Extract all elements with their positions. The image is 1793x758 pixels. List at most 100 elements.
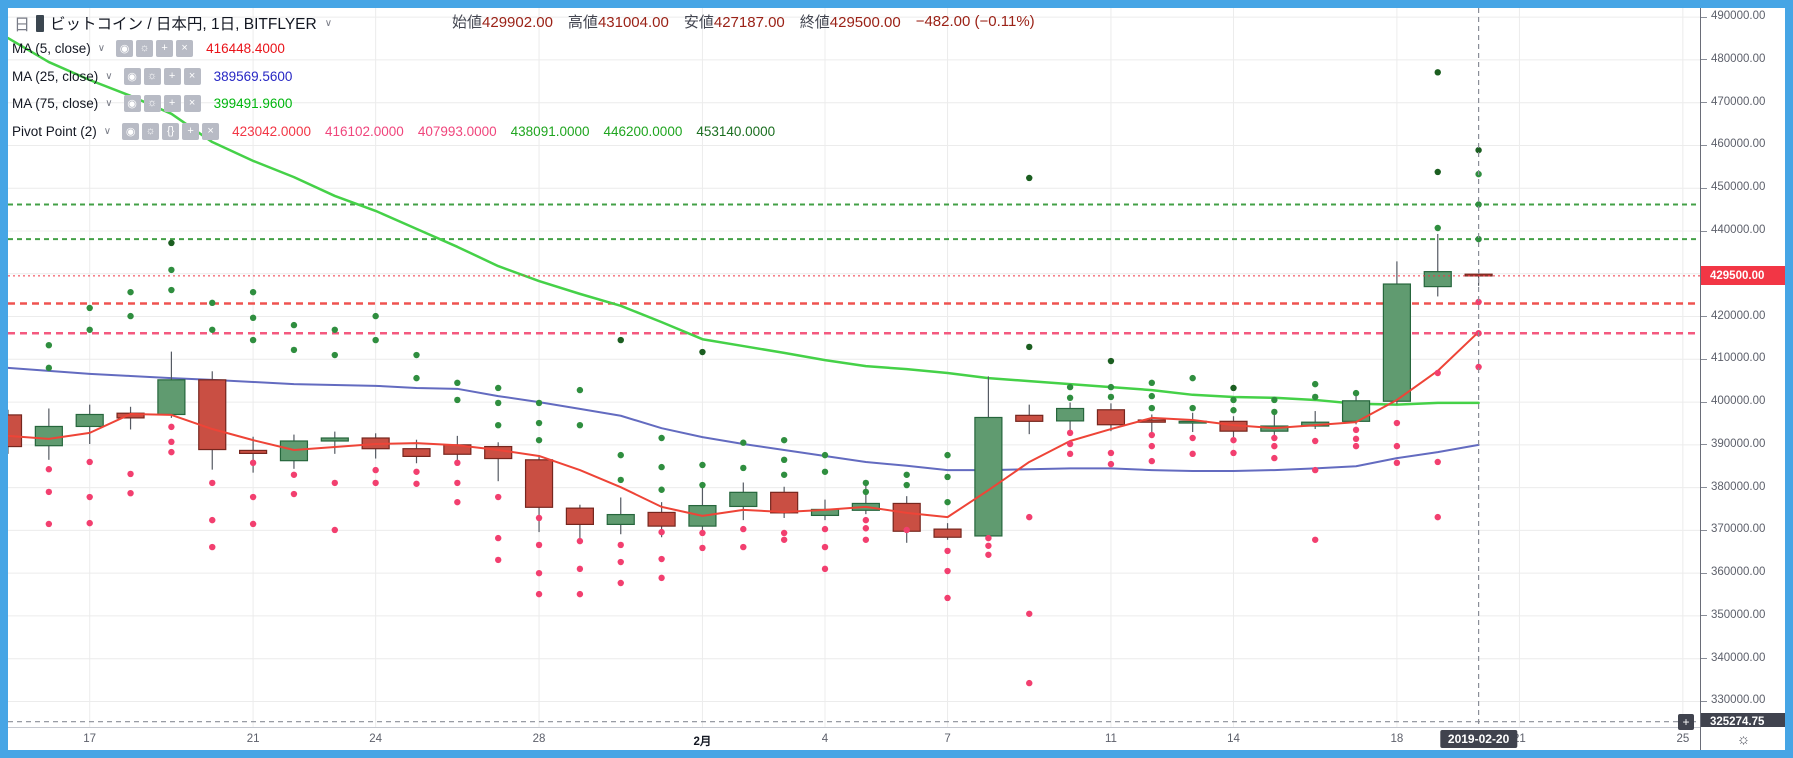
chevron-down-icon[interactable]: ∨	[103, 125, 112, 137]
price-axis[interactable]: 429500.00 325274.75 490000.00 480000.00 47…	[1700, 0, 1786, 751]
time-axis[interactable]: 2019-02-20 17 21 24 28 2月 4 7 11 14 18 21 25	[8, 727, 1700, 752]
eye-icon[interactable]: ◉	[123, 94, 141, 112]
candle-body	[770, 491, 799, 514]
indicator-name[interactable]: MA (25, close)	[12, 68, 99, 84]
plus-icon[interactable]: +	[156, 39, 174, 57]
indicator-buttons: ◉ ☼ + ×	[116, 39, 194, 57]
indicator-name[interactable]: MA (5, close)	[12, 40, 91, 56]
ma25-line	[8, 366, 1480, 472]
close-icon[interactable]: ×	[176, 39, 194, 57]
pivot-dot-green	[249, 336, 257, 344]
indicator-value: 446200.0000	[603, 123, 683, 139]
indicator-name[interactable]: Pivot Point (2)	[12, 123, 97, 139]
indicator-values: 389569.5600	[214, 69, 293, 84]
pivot-dot-pink	[1434, 513, 1441, 521]
pivot-dot-pink	[86, 493, 93, 501]
price-tick-mark	[1701, 444, 1707, 446]
pivot-dot-pink	[1475, 363, 1482, 371]
candle-body	[606, 513, 635, 526]
close-icon[interactable]: ×	[183, 67, 201, 85]
pivot-dot-pink	[290, 471, 298, 478]
price-axis-label: 340000.00	[1711, 651, 1766, 664]
price-axis-label: 370000.00	[1711, 523, 1766, 536]
candle-body	[157, 379, 186, 416]
pivot-dot-pink	[209, 516, 216, 524]
plus-icon[interactable]: +	[163, 94, 181, 112]
price-axis-label: 440000.00	[1711, 224, 1766, 236]
pivot-dot-green	[290, 321, 298, 329]
pivot-dot-pink	[209, 543, 216, 551]
pivot-dot-green	[1148, 404, 1156, 412]
pivot-dot-green	[821, 451, 829, 459]
pivot-dot-pink	[1312, 466, 1319, 474]
ohlc-values: 始値429902.00 高値431004.00 安値427187.00 終値42…	[452, 11, 1035, 32]
pivot-dot-pink	[1189, 450, 1196, 458]
pivot-dot-green	[740, 464, 747, 472]
pivot-dot-pink	[413, 480, 420, 487]
pivot-dot-green	[1271, 396, 1278, 404]
pivot-dot-green	[1148, 379, 1156, 387]
gear-icon[interactable]: ☼	[143, 67, 161, 85]
plus-icon[interactable]: +	[182, 122, 200, 140]
candle-body	[1423, 271, 1452, 288]
pivot-dot-dark_green	[699, 348, 706, 356]
indicator-buttons: ◉ ☼{} + ×	[122, 122, 220, 140]
gear-icon[interactable]: ☼	[136, 39, 154, 57]
pivot-dot-green	[576, 386, 584, 394]
symbol-title[interactable]: ビットコイン / 日本円, 1日, BITFLYER	[50, 16, 317, 33]
pivot-dot-green	[821, 468, 829, 475]
gear-icon[interactable]: ☼	[143, 94, 161, 112]
pivot-dot-pink	[45, 466, 53, 473]
chevron-down-icon[interactable]: ∨	[105, 97, 113, 109]
close-value: 終値429500.00	[799, 14, 901, 31]
close-icon[interactable]: ×	[183, 94, 201, 112]
chevron-down-icon[interactable]: ∨	[97, 42, 106, 54]
plus-icon[interactable]: +	[163, 67, 181, 85]
candlestick-chart[interactable]	[8, 0, 1700, 751]
pivot-dot-pink	[985, 551, 992, 558]
pivot-dot-green	[290, 346, 298, 354]
time-axis-label: 17	[83, 733, 97, 745]
pivot-dot-green	[535, 419, 543, 427]
eye-icon[interactable]: ◉	[123, 67, 141, 85]
pivot-dot-green	[903, 481, 910, 489]
pivot-dot-green	[658, 486, 665, 493]
pivot-dot-green	[372, 312, 379, 320]
pivot-dot-pink	[576, 590, 584, 598]
chevron-down-icon[interactable]: ∨	[324, 17, 333, 29]
candle-body	[729, 491, 758, 508]
pivot-dot-green	[209, 299, 216, 307]
pivot-dot-green	[1312, 393, 1319, 401]
change-value: −482.00 (−0.11%)	[915, 13, 1035, 30]
indicator-values: 399491.9600	[214, 96, 293, 111]
interval-day-glyph: 日	[14, 17, 31, 34]
close-icon[interactable]: ×	[202, 122, 220, 140]
axis-settings-gear-icon[interactable]: ☼	[1700, 727, 1786, 751]
chevron-down-icon[interactable]: ∨	[105, 70, 113, 82]
pivot-dot-green	[780, 471, 788, 478]
price-tick-mark	[1701, 230, 1707, 232]
pivot-dot-green	[1475, 201, 1482, 208]
add-order-plus-icon[interactable]: +	[1678, 713, 1694, 730]
braces-icon[interactable]: {}	[162, 122, 180, 140]
pivot-dot-pink	[1230, 449, 1237, 457]
pivot-dot-dark_green	[1434, 168, 1441, 176]
pivot-dot-pink	[740, 525, 747, 533]
indicator-value: 416102.0000	[324, 123, 404, 139]
window-border-left	[0, 0, 8, 758]
eye-icon[interactable]: ◉	[122, 122, 140, 140]
pivot-dot-dark_green	[1230, 384, 1237, 392]
last-price-badge: 429500.00	[1701, 266, 1786, 286]
pivot-dot-pink	[45, 520, 53, 528]
pivot-dot-pink	[1066, 429, 1074, 437]
pivot-dot-green	[1107, 393, 1115, 401]
candle-body	[565, 507, 595, 526]
eye-icon[interactable]: ◉	[116, 39, 134, 57]
price-axis-label: 380000.00	[1711, 480, 1766, 493]
gear-icon[interactable]: ☼	[142, 122, 160, 140]
indicator-buttons: ◉ ☼ + ×	[123, 94, 201, 112]
indicator-name[interactable]: MA (75, close)	[12, 95, 99, 111]
time-axis-label: 28	[532, 733, 546, 745]
candle-body	[892, 502, 921, 532]
price-axis-label: 330000.00	[1711, 694, 1766, 707]
